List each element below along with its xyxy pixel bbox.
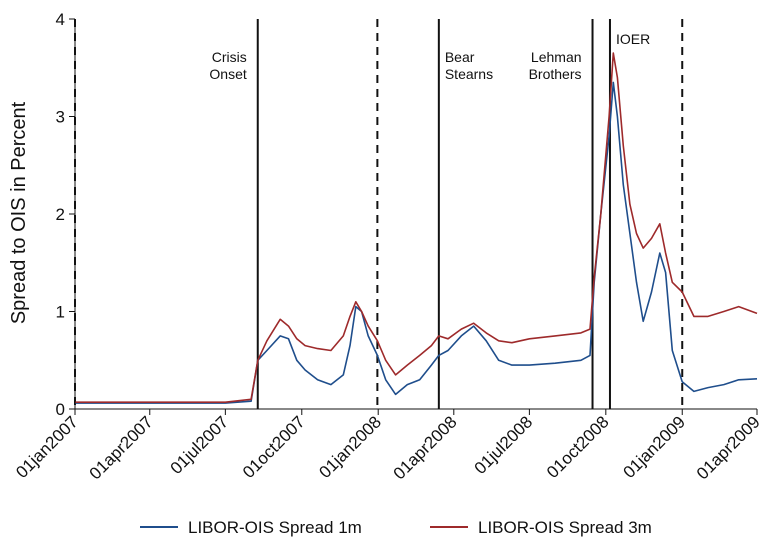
series-line-0 — [75, 81, 758, 404]
x-tick-label-2: 01jul2007 — [167, 412, 233, 478]
event-label-1-0: Crisis — [212, 49, 247, 65]
x-tick-label-1: 01apr2007 — [86, 412, 157, 483]
y-tick-label-2: 2 — [56, 205, 65, 224]
x-tick-label-8: 01jan2009 — [619, 412, 689, 482]
event-label-4-0: Lehman — [531, 49, 582, 65]
y-tick-label-3: 3 — [56, 108, 65, 127]
x-tick-label-3: 01oct2007 — [239, 412, 309, 482]
series-layer — [75, 52, 758, 404]
x-tick-label-5: 01apr2008 — [390, 412, 461, 483]
series-line-1 — [75, 52, 758, 403]
legend: LIBOR-OIS Spread 1m LIBOR-OIS Spread 3m — [140, 518, 652, 537]
legend-label-0: LIBOR-OIS Spread 1m — [188, 518, 362, 537]
y-tick-label-4: 4 — [56, 10, 65, 29]
x-tick-label-4: 01jan2008 — [315, 412, 385, 482]
event-label-4-1: Brothers — [529, 66, 582, 82]
legend-label-1: LIBOR-OIS Spread 3m — [478, 518, 652, 537]
x-tick-label-9: 01apr2009 — [693, 412, 759, 483]
event-label-3-0: Bear — [445, 49, 475, 65]
x-tick-label-7: 01oct2008 — [543, 412, 613, 482]
event-label-5-0: IOER — [616, 31, 650, 47]
x-tick-label-6: 01jul2008 — [471, 412, 537, 478]
y-tick-label-1: 1 — [56, 303, 65, 322]
event-label-1-1: Onset — [209, 66, 246, 82]
x-tick-label-0: 01jan2007 — [12, 412, 82, 482]
y-axis-label: Spread to OIS in Percent — [8, 101, 30, 324]
y-tick-label-0: 0 — [56, 400, 65, 419]
event-label-3-1: Stearns — [445, 66, 493, 82]
